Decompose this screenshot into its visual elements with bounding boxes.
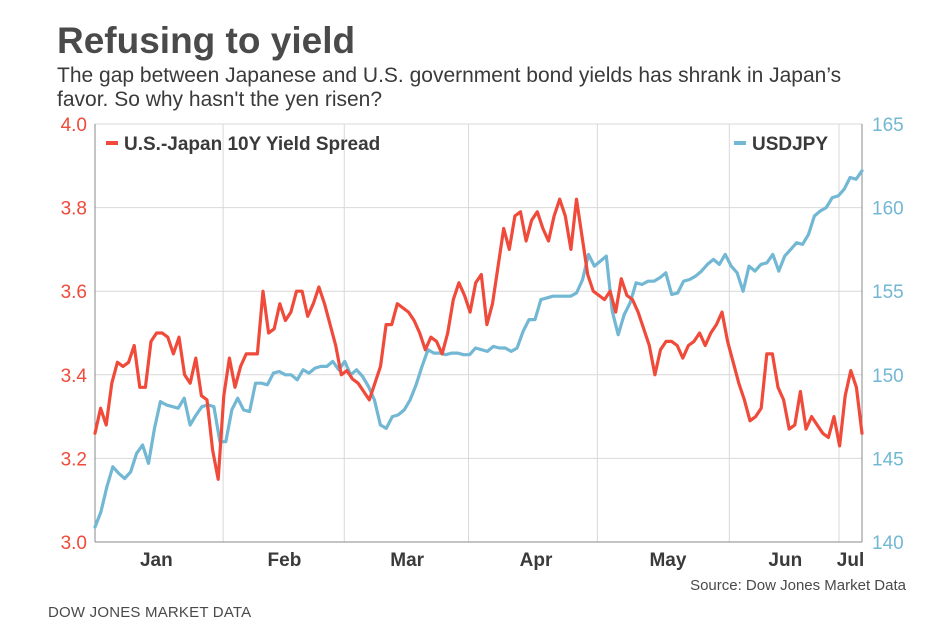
legend-label-spread: U.S.-Japan 10Y Yield Spread	[124, 134, 380, 155]
x-tick-label: Jun	[768, 550, 802, 571]
right-tick-label: 150	[872, 366, 904, 387]
chart-title: Refusing to yield	[57, 20, 356, 61]
right-tick-label: 165	[872, 115, 904, 136]
line-chart: 3.0 3.2 3.4 3.6 3.8 4.0 140 145 150 155 160 165 Ja…	[61, 115, 907, 594]
left-tick-label: 3.4	[61, 366, 88, 387]
right-tick-label: 140	[872, 533, 904, 554]
x-axis-ticks: Jan Feb Mar Apr May Jun Jul	[140, 550, 864, 571]
gridlines	[94, 123, 863, 543]
x-tick-label: Jan	[140, 550, 173, 571]
left-tick-label: 3.2	[61, 449, 87, 470]
legend: U.S.-Japan 10Y Yield Spread USDJPY	[106, 134, 828, 155]
left-tick-label: 3.6	[61, 282, 87, 303]
right-axis-ticks: 140 145 150 155 160 165	[872, 115, 904, 554]
x-tick-label: Mar	[390, 550, 424, 571]
x-tick-label: May	[649, 550, 686, 571]
x-tick-label: Jul	[837, 550, 864, 571]
usdjpy-series-line	[93, 169, 864, 529]
chart-subtitle: The gap between Japanese and U.S. govern…	[57, 64, 842, 111]
footer-credit: DOW JONES MARKET DATA	[48, 604, 252, 621]
spread-series-line	[93, 197, 864, 481]
x-tick-label: Feb	[268, 550, 302, 571]
series-lines	[93, 169, 864, 529]
left-axis-ticks: 3.0 3.2 3.4 3.6 3.8 4.0	[61, 115, 88, 554]
right-tick-label: 155	[872, 282, 904, 303]
x-tick-label: Apr	[520, 550, 553, 571]
source-note: Source: Dow Jones Market Data	[690, 577, 907, 594]
left-tick-label: 3.0	[61, 533, 87, 554]
left-tick-label: 3.8	[61, 199, 87, 220]
legend-label-usdjpy: USDJPY	[752, 134, 828, 155]
right-tick-label: 145	[872, 449, 904, 470]
left-tick-label: 4.0	[61, 115, 87, 136]
right-tick-label: 160	[872, 199, 904, 220]
